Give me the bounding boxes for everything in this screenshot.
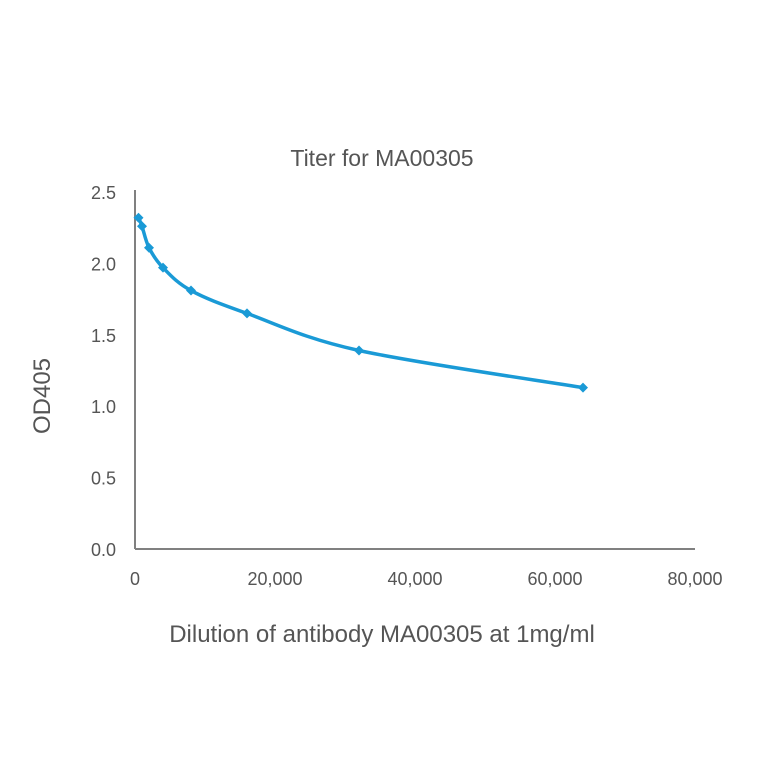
y-tick-label: 1.0 <box>91 397 116 417</box>
data-point-diamond-icon <box>242 308 252 319</box>
y-axis: 0.0 0.5 1.0 1.5 2.0 2.5 OD405 <box>29 183 136 560</box>
y-tick-label: 2.5 <box>91 183 116 203</box>
series-line <box>136 215 585 390</box>
data-point-diamond-icon <box>144 242 154 253</box>
y-axis-label: OD405 <box>29 358 56 434</box>
data-point-diamond-icon <box>158 262 168 273</box>
data-point-diamond-icon <box>186 285 196 296</box>
x-tick-label: 40,000 <box>387 569 442 589</box>
y-tick-label: 0.5 <box>91 469 116 489</box>
y-tick-label: 1.5 <box>91 326 116 346</box>
x-tick-label: 60,000 <box>527 569 582 589</box>
y-tick-label: 0.0 <box>91 540 116 560</box>
x-axis-label: Dilution of antibody MA00305 at 1mg/ml <box>169 621 595 648</box>
plot-area <box>133 212 588 393</box>
x-tick-label: 20,000 <box>247 569 302 589</box>
x-tick-labels: 0 20,000 40,000 60,000 80,000 <box>130 569 723 589</box>
data-point-diamond-icon <box>578 382 588 393</box>
data-point-diamond-icon <box>137 221 147 232</box>
data-point-diamond-icon <box>133 212 144 223</box>
y-tick-labels: 0.0 0.5 1.0 1.5 2.0 2.5 <box>91 183 116 560</box>
x-tick-label: 0 <box>130 569 140 589</box>
series-markers <box>133 212 588 393</box>
chart-title: Titer for MA00305 <box>290 145 473 171</box>
y-tick-label: 2.0 <box>91 254 116 274</box>
data-point-diamond-icon <box>354 345 364 356</box>
x-axis: 0 20,000 40,000 60,000 80,000 Dilution of an… <box>130 548 723 648</box>
x-tick-label: 80,000 <box>667 569 722 589</box>
